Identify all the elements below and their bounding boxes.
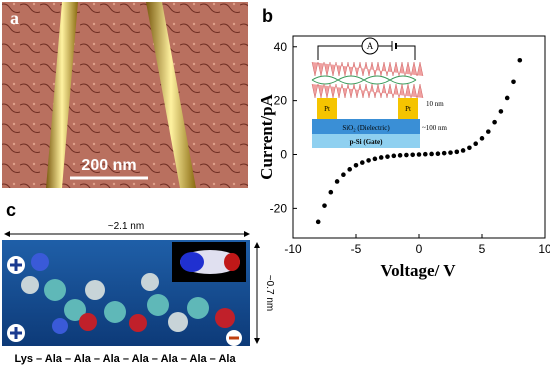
data-point — [378, 155, 384, 160]
y-tick-label: -20 — [270, 201, 288, 215]
circuit-wire — [317, 45, 416, 60]
panel-label: a — [10, 8, 19, 28]
x-tick-label: -10 — [284, 242, 302, 256]
data-point — [328, 189, 334, 195]
panel-label: b — [262, 6, 273, 26]
data-point — [492, 119, 497, 125]
molecule-layer — [311, 83, 424, 99]
panel-b: b Voltage/ V Current/pA A Pt Pt SiO₂ (Di… — [257, 6, 550, 280]
y-tick-label: 0 — [280, 148, 287, 162]
inset-positive — [180, 252, 204, 272]
data-point — [397, 153, 403, 158]
strand — [311, 75, 417, 85]
data-point — [441, 150, 447, 156]
inset-negative — [224, 253, 240, 271]
arrow-head — [244, 231, 250, 237]
ammeter-label: A — [367, 41, 374, 51]
electrode — [398, 98, 418, 119]
scale-bar-label: 200 nm — [81, 157, 136, 174]
data-point — [372, 156, 378, 162]
electrode-stripe — [46, 2, 78, 188]
gate-layer — [312, 134, 420, 148]
thickness-label: ~100 nm — [422, 124, 448, 132]
molecule — [21, 253, 235, 334]
data-point — [404, 152, 409, 158]
data-point — [360, 160, 365, 165]
data-point — [353, 162, 359, 168]
data-point — [322, 203, 327, 208]
data-point — [460, 148, 466, 153]
data-point — [315, 219, 321, 225]
electrode — [317, 98, 337, 119]
plus-sign — [10, 327, 22, 339]
ammeter — [361, 37, 379, 55]
electrode-label: Pt — [405, 105, 411, 113]
afm-image — [2, 2, 248, 188]
data-point — [511, 79, 516, 85]
electrode-label: Pt — [324, 105, 330, 113]
x-tick-label: 0 — [416, 242, 423, 256]
data-point — [448, 150, 453, 155]
data-point — [479, 136, 485, 141]
data-point — [366, 158, 371, 163]
data-point — [435, 151, 441, 156]
panel-a: a 200 nm — [2, 2, 248, 188]
gate-label: p-Si (Gate) — [350, 138, 384, 146]
data-point — [486, 129, 491, 134]
dielectric-label: SiO₂ (Dielectric) — [342, 124, 390, 132]
data-point — [454, 149, 460, 155]
y-tick-label: 20 — [274, 94, 288, 108]
width-label: ~0.7 nm — [264, 275, 275, 311]
data-point — [429, 151, 434, 157]
x-tick-label: 10 — [538, 242, 550, 256]
data-point — [517, 57, 523, 63]
x-tick-label: -5 — [351, 242, 362, 256]
y-axis-title: Current/pA — [257, 93, 276, 179]
molecule-layer — [311, 61, 424, 77]
data-point — [423, 151, 428, 157]
gap-label: 10 nm — [426, 100, 444, 108]
arrow-head — [254, 338, 260, 344]
data-point — [391, 153, 397, 159]
data-point — [347, 167, 353, 172]
panel-c: c ~2.1 nm ~0.7 nm Lys – Ala – Ala – Ala … — [2, 200, 275, 365]
sequence-label: Lys – Ala – Ala – Ala – Ala – Ala – Ala … — [14, 353, 236, 365]
data-point — [467, 145, 472, 151]
data-point — [385, 154, 390, 159]
panel-label: c — [6, 200, 16, 220]
data-point — [341, 172, 346, 178]
y-tick-label: 40 — [274, 40, 288, 54]
data-point — [504, 95, 510, 101]
x-axis-title: Voltage/ V — [380, 261, 456, 280]
length-label: ~2.1 nm — [108, 221, 144, 232]
plus-sign — [10, 259, 22, 271]
data-point — [410, 152, 416, 158]
arrow-head — [254, 242, 260, 248]
x-tick-label: 5 — [479, 242, 486, 256]
data-point — [498, 109, 504, 114]
arrow-head — [4, 231, 10, 237]
data-point — [334, 179, 340, 184]
electrode-stripe — [146, 2, 196, 188]
dielectric-layer — [312, 119, 420, 134]
device-inset: A Pt Pt SiO₂ (Dielectric) p-Si (Gate) 10… — [311, 37, 448, 148]
data-point — [473, 141, 479, 147]
data-point — [416, 152, 422, 157]
